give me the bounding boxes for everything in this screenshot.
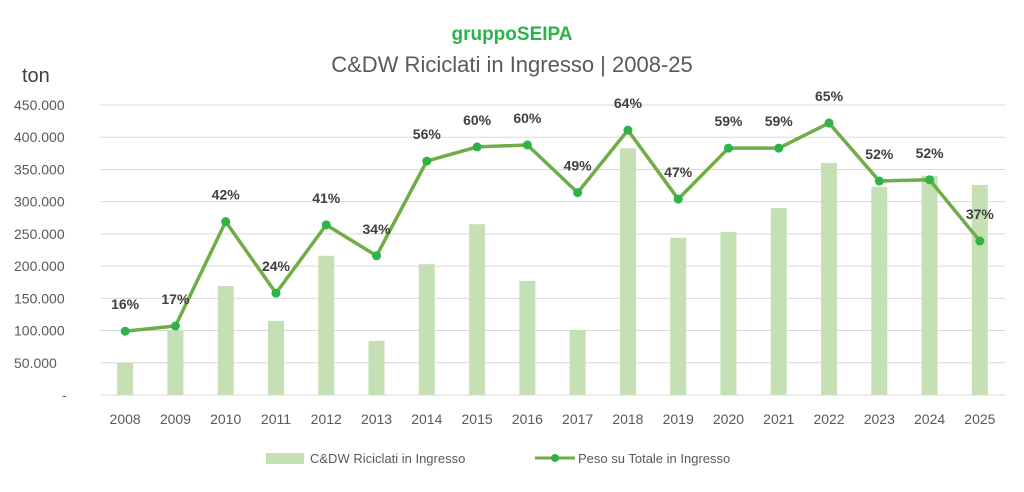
bar xyxy=(921,175,938,395)
line-marker xyxy=(573,188,583,198)
x-tick-label: 2017 xyxy=(562,411,593,427)
data-label: 64% xyxy=(614,95,643,111)
x-tick-label: 2022 xyxy=(813,411,844,427)
bar xyxy=(619,148,636,395)
bar xyxy=(821,163,838,395)
bar xyxy=(569,329,586,395)
data-label: 37% xyxy=(966,206,995,222)
y-axis-label: ton xyxy=(22,65,50,87)
chart-title: C&DW Riciclati in Ingresso | 2008-25 xyxy=(331,52,693,77)
bar xyxy=(368,340,385,395)
y-tick-label: 250.000 xyxy=(14,226,65,242)
bar xyxy=(418,264,435,395)
bar xyxy=(469,224,486,395)
legend-bar-swatch xyxy=(266,453,304,464)
data-label: 65% xyxy=(815,88,844,104)
x-tick-label: 2008 xyxy=(110,411,141,427)
data-label: 17% xyxy=(161,291,190,307)
line-marker xyxy=(120,326,130,336)
line-marker xyxy=(170,321,180,331)
data-label: 42% xyxy=(212,187,241,203)
x-tick-label: 2012 xyxy=(311,411,342,427)
line-marker xyxy=(774,143,784,153)
y-tick-label: 200.000 xyxy=(14,258,65,274)
x-tick-label: 2013 xyxy=(361,411,392,427)
legend-line-marker xyxy=(551,454,559,462)
series-line xyxy=(124,121,982,333)
bar xyxy=(670,237,687,395)
data-label: 59% xyxy=(765,113,794,129)
y-tick-label: 450.000 xyxy=(14,97,65,113)
line-marker xyxy=(874,176,884,186)
line-marker xyxy=(372,251,382,261)
line-marker xyxy=(623,125,633,135)
y-tick-label: 400.000 xyxy=(14,129,65,145)
line-marker xyxy=(723,143,733,153)
x-tick-label: 2019 xyxy=(663,411,694,427)
line-marker xyxy=(522,140,532,150)
data-label: 59% xyxy=(714,113,743,129)
x-tick-label: 2011 xyxy=(261,411,291,427)
bar xyxy=(318,255,335,395)
line-marker xyxy=(673,194,683,204)
x-tick-label: 2021 xyxy=(763,411,794,427)
y-tick-label: 150.000 xyxy=(14,290,65,306)
line-marker xyxy=(422,156,432,166)
bar xyxy=(720,231,737,395)
data-label: 34% xyxy=(363,221,392,237)
data-label: 24% xyxy=(262,258,291,274)
x-tick-label: 2009 xyxy=(160,411,191,427)
y-tick-label: 350.000 xyxy=(14,161,65,177)
data-label: 41% xyxy=(312,190,341,206)
data-label: 49% xyxy=(564,158,593,174)
x-tick-label: 2014 xyxy=(411,411,442,427)
x-tick-label: 2020 xyxy=(713,411,744,427)
bar xyxy=(117,362,134,395)
data-label: 16% xyxy=(111,296,140,312)
line-marker xyxy=(221,217,231,227)
bar xyxy=(770,208,787,395)
data-label: 47% xyxy=(664,164,693,180)
x-tick-label: 2018 xyxy=(612,411,643,427)
logo: gruppoSEIPA xyxy=(451,24,572,45)
x-tick-label: 2015 xyxy=(462,411,493,427)
bar xyxy=(167,330,184,395)
bar xyxy=(267,320,284,395)
data-label: 52% xyxy=(916,145,945,161)
x-tick-label: 2010 xyxy=(210,411,241,427)
x-tick-label: 2025 xyxy=(964,411,995,427)
x-tick-label: 2016 xyxy=(512,411,543,427)
line-marker xyxy=(271,288,281,298)
line-marker xyxy=(321,220,331,230)
bar xyxy=(871,186,888,395)
y-tick-label: - xyxy=(62,387,67,403)
y-tick-label: 50.000 xyxy=(14,355,57,371)
data-label: 60% xyxy=(513,110,542,126)
x-tick-label: 2024 xyxy=(914,411,945,427)
data-label: 56% xyxy=(413,126,442,142)
data-label: 60% xyxy=(463,112,492,128)
x-tick-label: 2023 xyxy=(864,411,895,427)
bar xyxy=(217,286,234,395)
legend-bar-label: C&DW Riciclati in Ingresso xyxy=(310,451,465,466)
data-label: 52% xyxy=(865,146,894,162)
legend: C&DW Riciclati in Ingresso Peso su Total… xyxy=(266,451,730,466)
line-marker xyxy=(975,236,985,246)
y-tick-label: 300.000 xyxy=(14,194,65,210)
y-tick-label: 100.000 xyxy=(14,323,65,339)
line-marker xyxy=(824,118,834,128)
bar xyxy=(519,280,536,395)
line-marker xyxy=(925,175,935,185)
legend-line-label: Peso su Totale in Ingresso xyxy=(578,451,730,466)
line-marker xyxy=(472,142,482,152)
